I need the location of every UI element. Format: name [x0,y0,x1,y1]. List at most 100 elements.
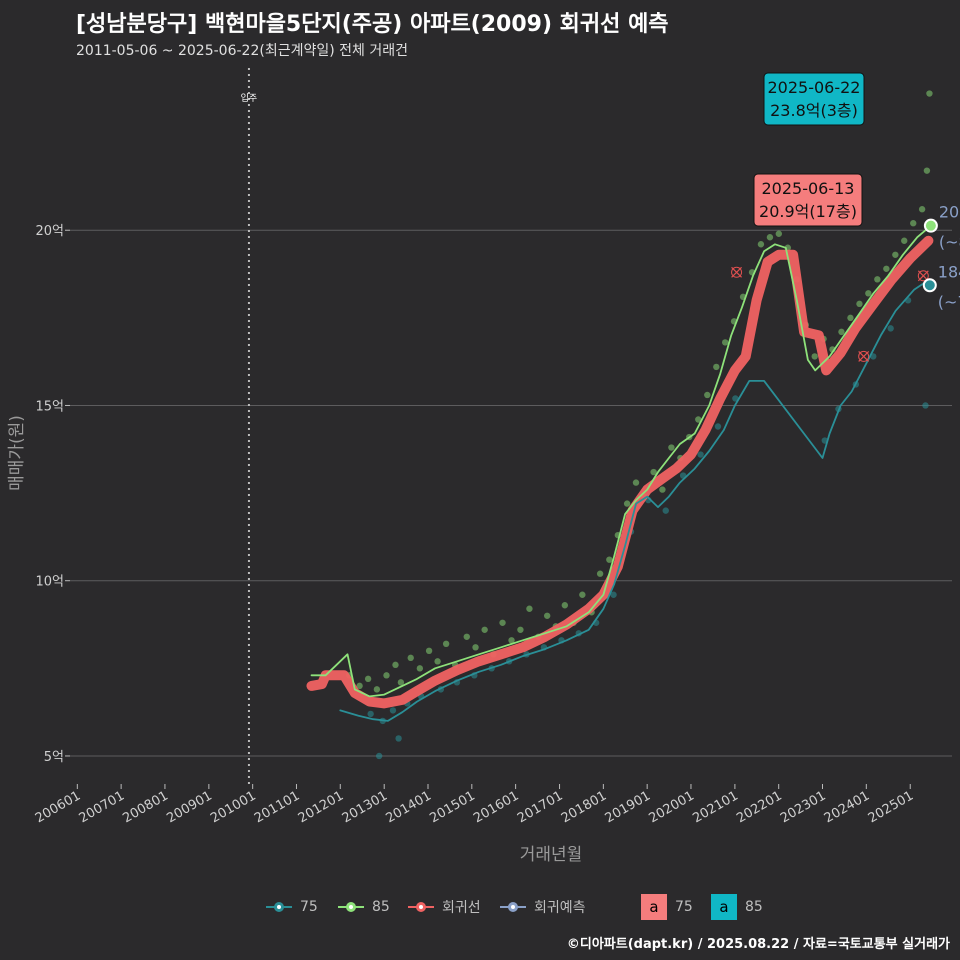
legend-label-75: 75 [300,899,318,915]
chart-legend: 75 85 회귀선 회귀예측 a 75 a 85 [0,893,960,921]
scatter-point-75 [389,707,397,714]
end-label-value-75: 184,333 [938,262,960,281]
scatter-point-85 [668,444,675,451]
scatter-point-75 [395,735,402,742]
scatter-point-85 [766,234,774,241]
scatter-point-85 [579,591,586,598]
x-tick-label: 201501 [427,788,477,826]
callout-date: 2025-06-22 [768,78,861,97]
scatter-point-85 [364,675,372,683]
scatter-point-85 [543,612,551,619]
legend-label-regression: 회귀선 [442,900,481,916]
credit-text: ©디아파트(dapt.kr) / 2025.08.22 / 자료=국토교통부 실… [566,937,950,952]
scatter-point-75 [610,591,617,598]
y-tick-label: 20억 [35,224,64,239]
scatter-point-85 [356,682,363,690]
scatter-point-85 [721,339,729,346]
x-tick-label: 202001 [646,788,696,826]
legend-key-85 [338,898,364,916]
cross-mark-ring [731,266,743,278]
end-label-value-85: 201,293 [939,203,960,222]
cross-mark-ring [858,350,870,362]
scatter-point-85 [606,556,613,563]
scatter-point-85 [775,230,783,237]
legend-key-regression [408,898,434,916]
legend-item-85: 85 [338,893,390,921]
scatter-point-85 [704,391,711,399]
end-label-area-75: (~75㎡) [938,292,960,311]
y-tick-label: 15억 [35,399,64,414]
x-tick-label: 200901 [164,788,214,826]
scatter-point-85 [926,90,933,97]
x-tick-label: 201901 [603,788,653,826]
scatter-point-85 [910,220,917,227]
x-tick-label: 201101 [252,788,302,826]
cross-mark-ring [917,270,929,282]
scatter-point-85 [407,654,414,662]
legend-box-75: a 75 [641,893,693,921]
end-marker-75 [922,278,937,293]
y-axis-title: 매매가(원) [7,415,27,491]
legend-label-85: 85 [372,899,390,915]
scatter-point-85 [901,237,908,244]
legend-box-85: a 85 [711,893,763,921]
scatter-point-85 [695,416,702,423]
scatter-point-75 [375,752,383,760]
x-tick-label: 202101 [690,788,740,826]
callout-box: 2025-06-22 23.8억(3층) [763,72,865,126]
scatter-point-85 [472,644,479,651]
scatter-point-85 [442,640,450,648]
scatter-point-85 [838,328,845,336]
scatter-point-85 [397,679,405,686]
scatter-point-75 [732,395,739,402]
callout-date: 2025-06-13 [762,179,855,198]
legend-item-forecast: 회귀예측 [500,893,586,921]
legend-box-75-swatch: a [641,894,667,920]
legend-item-regression: 회귀선 [408,893,481,921]
legend-key-75 [266,898,292,916]
scatter-point-85 [416,665,424,672]
scatter-point-85 [874,276,881,283]
x-tick-label: 201701 [515,788,565,826]
scatter-point-85 [632,479,640,486]
scatter-point-85 [373,686,381,693]
cross-mark-x [731,266,742,278]
chart-title: [성남분당구] 백현마을5단지(주공) 아파트(2009) 회귀선 예측 [76,12,669,37]
regression-line [306,235,934,709]
x-tick-label: 202201 [734,788,784,826]
scatter-point-85 [383,672,390,679]
series-line-85 [310,224,932,698]
callout-bg [753,173,863,227]
move-in-label: 입주 [241,92,258,104]
legend-label-forecast: 회귀예측 [534,900,586,916]
scatter-point-85 [856,300,863,308]
scatter-point-85 [883,265,890,272]
scatter-point-85 [499,619,506,626]
scatter-point-85 [811,353,818,360]
x-tick-label: 200701 [77,788,127,826]
end-marker-85 [923,218,938,233]
cross-mark [731,266,743,278]
scatter-point-85 [526,605,533,612]
x-tick-label: 200801 [120,788,170,826]
scatter-point-85 [517,626,524,633]
scatter-point-85 [892,251,899,258]
legend-item-75: 75 [266,893,318,921]
legend-box-75-label: 75 [675,899,693,915]
scatter-point-85 [865,290,872,297]
callout-price: 20.9억(17층) [759,202,857,221]
scatter-point-75 [367,710,374,718]
legend-key-forecast [500,898,526,916]
x-tick-label: 201401 [384,788,434,826]
scatter-point-85 [650,468,657,476]
scatter-point-85 [434,658,441,665]
y-tick-label: 10억 [35,575,64,590]
x-tick-label: 201801 [559,788,609,826]
callout-box: 2025-06-13 20.9억(17층) [753,173,863,227]
scatter-point-75 [922,402,929,409]
scatter-point-85 [623,500,631,507]
x-tick-label: 201601 [471,788,521,826]
scatter-point-85 [463,633,470,640]
x-tick-label: 201001 [208,788,258,826]
